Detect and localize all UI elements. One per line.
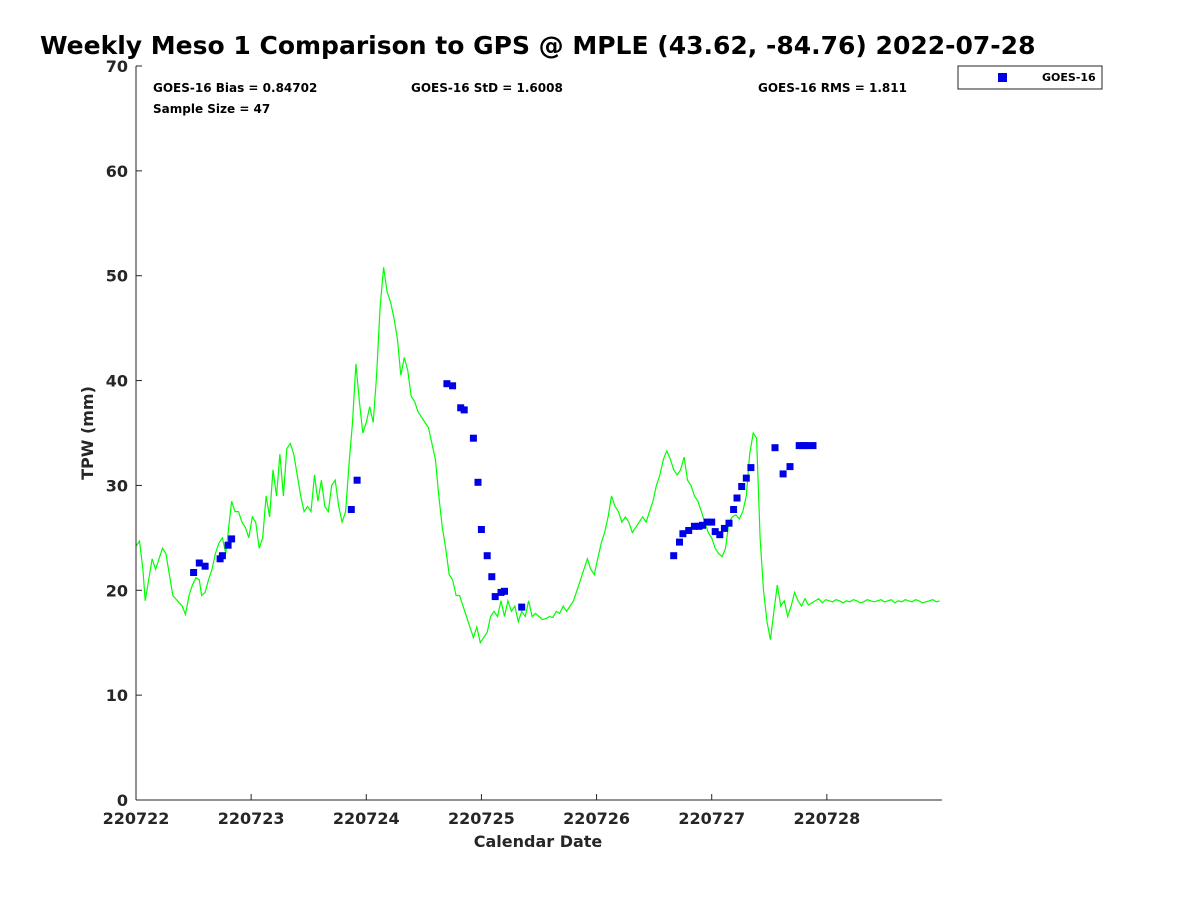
plot-frame bbox=[136, 66, 942, 800]
goes-16-point bbox=[228, 535, 236, 543]
goes-16-point bbox=[501, 587, 508, 595]
goes-16-point bbox=[449, 382, 457, 390]
goes-16-point bbox=[716, 531, 724, 539]
goes-16-point bbox=[703, 518, 711, 526]
goes-16-point bbox=[670, 552, 678, 560]
goes-16-point bbox=[786, 463, 794, 471]
goes-16-point bbox=[201, 562, 209, 570]
goes-16-point bbox=[733, 494, 741, 502]
gps-series bbox=[135, 267, 940, 645]
y-tick-label: 40 bbox=[106, 372, 128, 391]
stat-rms: GOES-16 RMS = 1.811 bbox=[758, 81, 907, 95]
goes-16-point bbox=[218, 552, 226, 560]
goes-16-point bbox=[738, 483, 746, 490]
goes-16-series bbox=[190, 380, 817, 611]
goes-16-point bbox=[742, 474, 750, 482]
goes-16-point bbox=[477, 526, 485, 533]
plot-area: 0 10 20 30 40 50 60 70 220722 220723 220724 220725… bbox=[103, 57, 942, 828]
goes-16-point bbox=[224, 541, 232, 549]
goes-16-point bbox=[195, 559, 203, 567]
goes-16-point bbox=[474, 478, 482, 486]
y-tick-label: 20 bbox=[106, 581, 128, 600]
goes-16-point bbox=[353, 476, 361, 484]
goes-16-point bbox=[443, 380, 451, 388]
x-axis-label: Calendar Date bbox=[474, 832, 603, 851]
goes-16-point bbox=[725, 519, 733, 527]
goes-16-point bbox=[518, 603, 526, 611]
chart-title: Weekly Meso 1 Comparison to GPS @ MPLE (… bbox=[40, 31, 1035, 60]
x-tick-label: 220727 bbox=[678, 809, 745, 828]
goes-16-point bbox=[779, 470, 787, 478]
goes-16-point bbox=[795, 442, 803, 450]
legend: GOES-16 bbox=[957, 65, 1103, 90]
legend-marker bbox=[998, 73, 1007, 82]
goes-16-point bbox=[483, 552, 491, 560]
goes-16-point bbox=[347, 506, 355, 513]
x-tick-label: 220723 bbox=[218, 809, 285, 828]
y-ticks: 0 10 20 30 40 50 60 70 bbox=[106, 57, 142, 810]
goes-16-point bbox=[720, 524, 728, 532]
stat-bias: GOES-16 Bias = 0.84702 bbox=[153, 81, 317, 95]
gps-line bbox=[135, 267, 940, 645]
goes-16-point bbox=[488, 573, 496, 581]
goes-16-point bbox=[771, 444, 779, 452]
goes-16-point bbox=[747, 464, 755, 472]
goes-16-point bbox=[679, 530, 687, 538]
y-tick-label: 70 bbox=[106, 57, 128, 76]
y-tick-label: 50 bbox=[106, 267, 128, 286]
goes-16-point bbox=[809, 442, 817, 450]
goes-16-point bbox=[708, 518, 716, 526]
x-tick-label: 220728 bbox=[793, 809, 860, 828]
goes-16-point bbox=[803, 442, 811, 450]
x-tick-label: 220726 bbox=[563, 809, 630, 828]
goes-16-point bbox=[711, 528, 719, 536]
y-tick-label: 60 bbox=[106, 162, 128, 181]
x-tick-label: 220722 bbox=[103, 809, 170, 828]
goes-16-point bbox=[460, 406, 468, 414]
y-axis-label: TPW (mm) bbox=[78, 386, 97, 480]
goes-16-point bbox=[690, 522, 698, 530]
stat-sample-size: Sample Size = 47 bbox=[153, 102, 270, 116]
x-tick-label: 220725 bbox=[448, 809, 515, 828]
legend-label: GOES-16 bbox=[1042, 71, 1096, 84]
y-tick-label: 0 bbox=[117, 791, 128, 810]
goes-16-point bbox=[730, 506, 738, 513]
legend-box bbox=[957, 65, 1103, 90]
goes-16-point bbox=[190, 569, 198, 576]
goes-16-point bbox=[469, 434, 477, 442]
y-tick-label: 30 bbox=[106, 476, 128, 495]
x-ticks: 220722 220723 220724 220725 220726 220727 2207… bbox=[103, 794, 860, 828]
x-tick-label: 220724 bbox=[333, 809, 400, 828]
stat-std: GOES-16 StD = 1.6008 bbox=[411, 81, 563, 95]
goes-16-point bbox=[676, 538, 683, 546]
y-tick-label: 10 bbox=[106, 686, 128, 705]
goes-16-point bbox=[491, 593, 499, 601]
goes-16-point bbox=[699, 521, 706, 529]
goes-16-point bbox=[685, 527, 693, 534]
